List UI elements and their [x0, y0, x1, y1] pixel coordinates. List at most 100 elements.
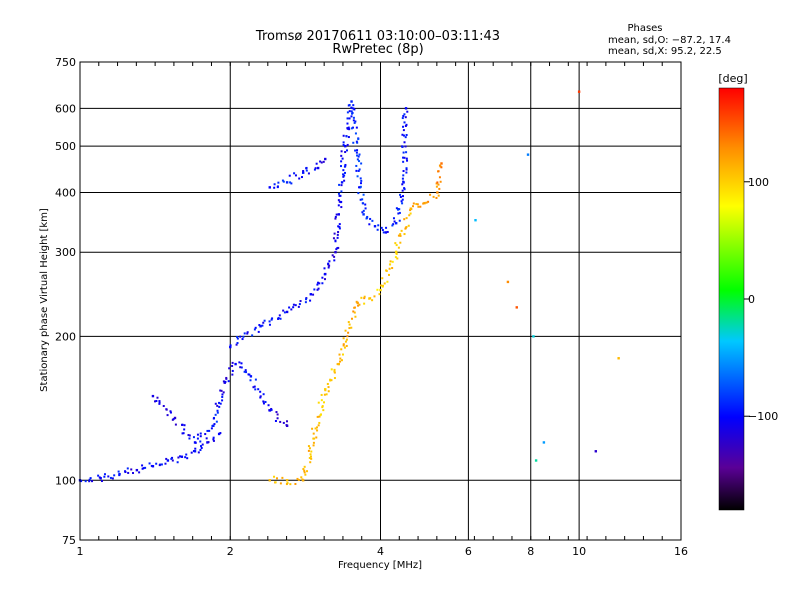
data-point: [268, 320, 271, 323]
data-point: [382, 231, 385, 234]
data-point: [354, 132, 357, 135]
data-point: [181, 432, 184, 435]
data-point: [276, 417, 279, 420]
data-point: [300, 176, 303, 179]
data-point: [337, 204, 340, 207]
data-point: [400, 229, 403, 232]
data-point: [281, 476, 284, 479]
data-point: [366, 216, 369, 219]
data-point: [309, 293, 312, 296]
data-point: [286, 482, 289, 485]
data-point: [334, 217, 337, 220]
data-point: [126, 467, 129, 470]
data-point: [352, 116, 355, 119]
data-point: [253, 385, 256, 388]
data-point: [403, 156, 406, 159]
data-point: [302, 170, 305, 173]
data-point: [262, 321, 265, 324]
data-point: [402, 151, 405, 154]
data-point: [317, 424, 320, 427]
data-point: [308, 456, 311, 459]
data-point: [344, 340, 347, 343]
data-point: [276, 413, 279, 416]
data-point: [271, 317, 274, 320]
data-point: [438, 176, 441, 179]
data-point: [340, 160, 343, 163]
data-point: [350, 127, 353, 130]
data-point: [323, 278, 326, 281]
data-point: [262, 393, 265, 396]
data-point: [165, 408, 168, 411]
data-point: [384, 231, 388, 234]
data-point: [303, 465, 306, 468]
data-point: [294, 304, 297, 307]
data-point: [423, 201, 426, 205]
data-point: [341, 353, 344, 356]
data-point: [236, 342, 239, 345]
data-point: [199, 449, 202, 452]
data-point: [361, 198, 364, 201]
data-point: [397, 208, 400, 211]
data-point: [401, 133, 404, 136]
data-point: [405, 151, 408, 154]
data-point: [299, 300, 302, 303]
data-point: [356, 149, 359, 152]
data-point: [360, 162, 363, 165]
data-point: [312, 441, 315, 444]
data-point: [335, 248, 338, 251]
data-point: [359, 177, 362, 180]
data-point: [435, 196, 438, 199]
data-point: [172, 418, 175, 421]
data-point: [267, 404, 270, 407]
data-point: [218, 401, 221, 404]
x-tick-label: 8: [527, 545, 534, 558]
data-point: [333, 377, 336, 380]
data-point: [309, 453, 312, 456]
data-point: [328, 264, 331, 267]
data-point: [397, 234, 400, 237]
data-point: [187, 434, 190, 437]
chart-title: Tromsø 20170611 03:10:00–03:11:43: [255, 29, 500, 44]
data-point: [224, 380, 227, 383]
data-point: [438, 164, 441, 167]
data-point: [342, 173, 345, 176]
data-point: [268, 479, 271, 482]
data-point: [338, 223, 341, 226]
data-point: [346, 111, 349, 114]
data-point: [273, 475, 276, 478]
data-point: [322, 401, 325, 404]
data-point: [350, 100, 353, 103]
data-point: [395, 250, 398, 253]
data-point: [298, 177, 301, 180]
data-point: [419, 205, 422, 208]
data-point: [337, 192, 340, 195]
data-point: [436, 191, 439, 194]
data-point: [402, 156, 405, 159]
data-point: [277, 181, 280, 184]
data-point: [304, 301, 307, 304]
data-point: [402, 174, 405, 177]
data-point: [403, 233, 406, 236]
data-point: [341, 157, 344, 160]
data-point: [262, 402, 265, 405]
data-point: [334, 239, 337, 242]
data-point: [398, 211, 401, 214]
data-point: [357, 192, 360, 195]
data-point: [268, 323, 271, 326]
data-point: [342, 143, 345, 146]
data-point: [258, 324, 261, 327]
data-point: [395, 207, 398, 210]
data-point: [323, 267, 326, 270]
data-point: [532, 335, 535, 338]
data-point: [225, 376, 228, 379]
data-point: [344, 144, 347, 148]
data-point: [194, 447, 197, 450]
data-point: [392, 223, 395, 226]
data-point: [391, 267, 394, 270]
data-point: [246, 332, 249, 335]
data-point: [338, 183, 341, 186]
data-point: [264, 400, 267, 403]
data-point: [336, 363, 339, 366]
data-point: [234, 362, 237, 366]
data-point: [315, 436, 318, 439]
